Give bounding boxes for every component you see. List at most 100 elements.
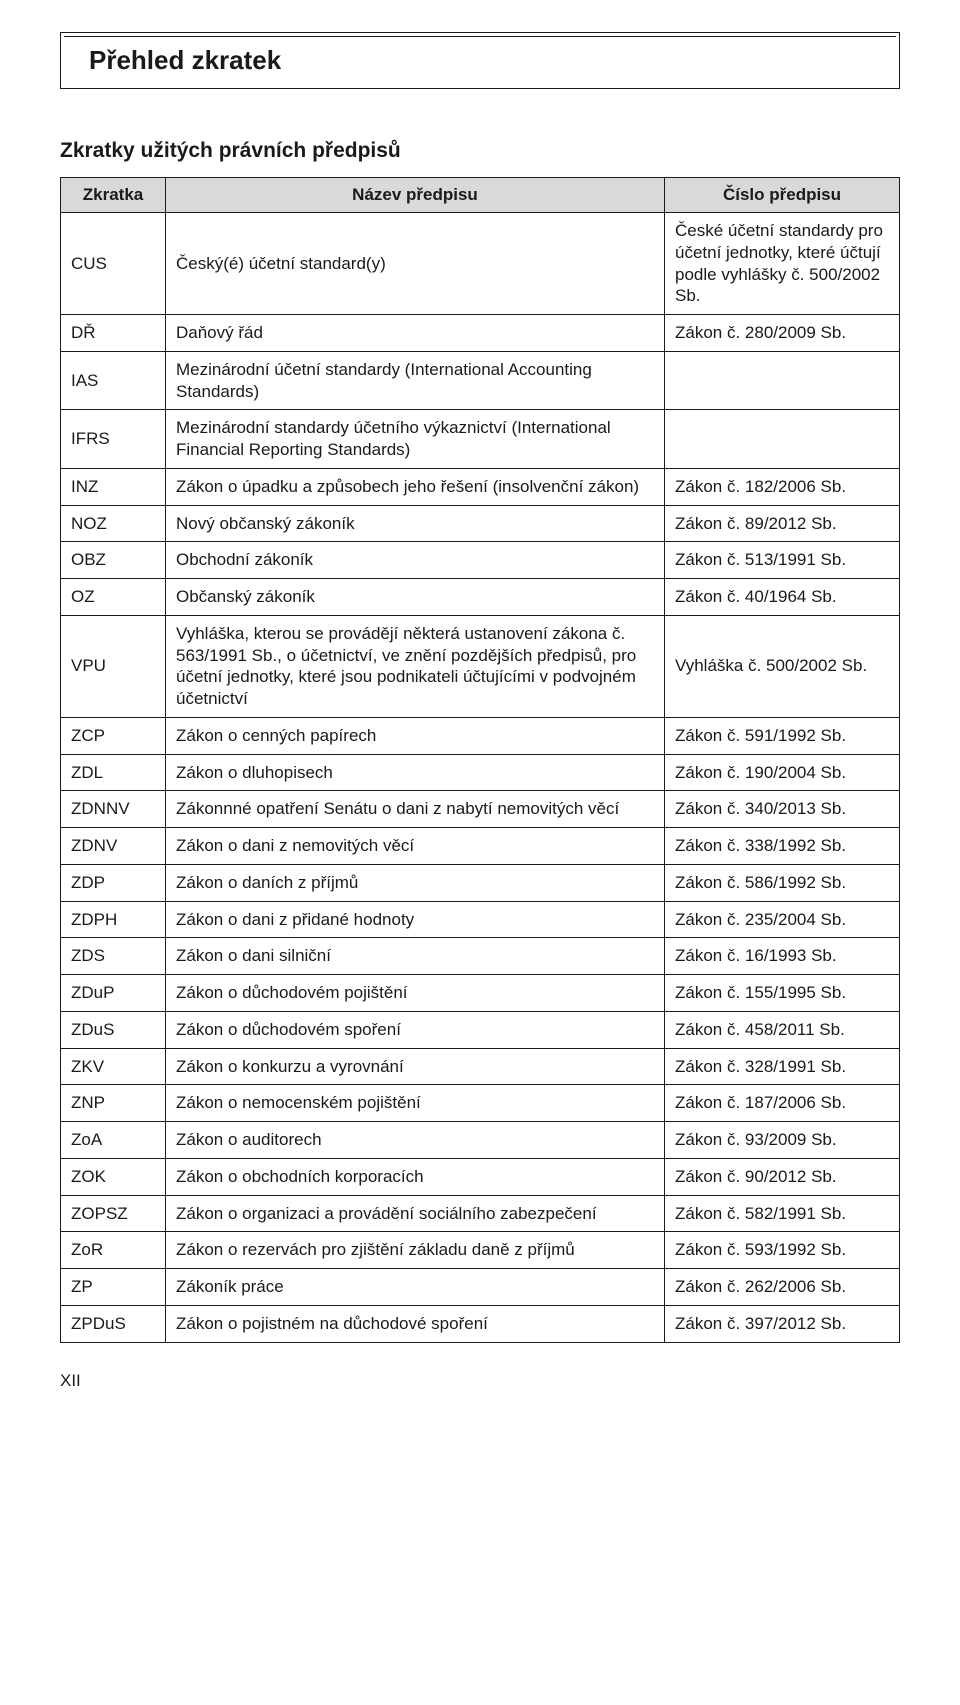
table-row: ZCPZákon o cenných papírechZákon č. 591/… xyxy=(61,717,900,754)
cell-abbr: NOZ xyxy=(61,505,166,542)
table-row: ZoAZákon o auditorechZákon č. 93/2009 Sb… xyxy=(61,1122,900,1159)
page-title: Přehled zkratek xyxy=(89,45,281,75)
cell-abbr: ZDPH xyxy=(61,901,166,938)
cell-num: Zákon č. 458/2011 Sb. xyxy=(665,1011,900,1048)
cell-abbr: ZPDuS xyxy=(61,1305,166,1342)
table-row: ZOPSZZákon o organizaci a provádění soci… xyxy=(61,1195,900,1232)
table-row: ZKVZákon o konkurzu a vyrovnáníZákon č. … xyxy=(61,1048,900,1085)
table-row: ZDSZákon o dani silničníZákon č. 16/1993… xyxy=(61,938,900,975)
cell-abbr: ZDuS xyxy=(61,1011,166,1048)
cell-name: Zákon o daních z příjmů xyxy=(166,864,665,901)
cell-name: Mezinárodní standardy účetního výkaznict… xyxy=(166,410,665,469)
table-row: INZZákon o úpadku a způsobech jeho řešen… xyxy=(61,468,900,505)
cell-name: Daňový řád xyxy=(166,315,665,352)
cell-abbr: ZDS xyxy=(61,938,166,975)
table-row: DŘDaňový řádZákon č. 280/2009 Sb. xyxy=(61,315,900,352)
table-row: ZNPZákon o nemocenském pojištěníZákon č.… xyxy=(61,1085,900,1122)
table-row: ZDuPZákon o důchodovém pojištěníZákon č.… xyxy=(61,975,900,1012)
table-row: IASMezinárodní účetní standardy (Interna… xyxy=(61,351,900,410)
cell-abbr: ZDP xyxy=(61,864,166,901)
table-row: OZObčanský zákoníkZákon č. 40/1964 Sb. xyxy=(61,579,900,616)
cell-name: Občanský zákoník xyxy=(166,579,665,616)
cell-abbr: OZ xyxy=(61,579,166,616)
cell-abbr: ZDuP xyxy=(61,975,166,1012)
cell-num: Zákon č. 593/1992 Sb. xyxy=(665,1232,900,1269)
table-row: OBZObchodní zákoníkZákon č. 513/1991 Sb. xyxy=(61,542,900,579)
table-row: ZPZákoník práceZákon č. 262/2006 Sb. xyxy=(61,1269,900,1306)
cell-num: Zákon č. 513/1991 Sb. xyxy=(665,542,900,579)
cell-num: Vyhláška č. 500/2002 Sb. xyxy=(665,615,900,717)
table-header-row: Zkratka Název předpisu Číslo předpisu xyxy=(61,178,900,213)
cell-num: Zákon č. 93/2009 Sb. xyxy=(665,1122,900,1159)
col-head-num: Číslo předpisu xyxy=(665,178,900,213)
cell-name: Zákon o důchodovém pojištění xyxy=(166,975,665,1012)
cell-name: Zákon o auditorech xyxy=(166,1122,665,1159)
cell-num: Zákon č. 187/2006 Sb. xyxy=(665,1085,900,1122)
cell-num: Zákon č. 280/2009 Sb. xyxy=(665,315,900,352)
cell-abbr: ZOK xyxy=(61,1158,166,1195)
cell-name: Zákon o dani silniční xyxy=(166,938,665,975)
cell-num xyxy=(665,410,900,469)
cell-abbr: ZP xyxy=(61,1269,166,1306)
table-row: IFRSMezinárodní standardy účetního výkaz… xyxy=(61,410,900,469)
cell-abbr: ZKV xyxy=(61,1048,166,1085)
table-row: ZDNVZákon o dani z nemovitých věcíZákon … xyxy=(61,828,900,865)
table-row: ZDPZákon o daních z příjmůZákon č. 586/1… xyxy=(61,864,900,901)
cell-num: Zákon č. 182/2006 Sb. xyxy=(665,468,900,505)
section-subtitle: Zkratky užitých právních předpisů xyxy=(60,139,900,163)
cell-abbr: IFRS xyxy=(61,410,166,469)
table-row: ZDNNVZákonnné opatření Senátu o dani z n… xyxy=(61,791,900,828)
cell-num: Zákon č. 235/2004 Sb. xyxy=(665,901,900,938)
cell-num: Zákon č. 90/2012 Sb. xyxy=(665,1158,900,1195)
table-row: ZDPHZákon o dani z přidané hodnotyZákon … xyxy=(61,901,900,938)
table-row: ZDuSZákon o důchodovém spořeníZákon č. 4… xyxy=(61,1011,900,1048)
cell-num: Zákon č. 591/1992 Sb. xyxy=(665,717,900,754)
cell-name: Český(é) účetní standard(y) xyxy=(166,213,665,315)
cell-name: Zákon o nemocenském pojištění xyxy=(166,1085,665,1122)
abbreviations-table: Zkratka Název předpisu Číslo předpisu CU… xyxy=(60,177,900,1343)
table-row: ZDLZákon o dluhopisechZákon č. 190/2004 … xyxy=(61,754,900,791)
cell-name: Zákon o dluhopisech xyxy=(166,754,665,791)
cell-abbr: OBZ xyxy=(61,542,166,579)
cell-abbr: IAS xyxy=(61,351,166,410)
cell-num: Zákon č. 262/2006 Sb. xyxy=(665,1269,900,1306)
cell-abbr: DŘ xyxy=(61,315,166,352)
cell-name: Zákon o obchodních korporacích xyxy=(166,1158,665,1195)
cell-num: Zákon č. 328/1991 Sb. xyxy=(665,1048,900,1085)
cell-name: Zákon o cenných papírech xyxy=(166,717,665,754)
table-row: CUSČeský(é) účetní standard(y)České účet… xyxy=(61,213,900,315)
table-row: NOZNový občanský zákoníkZákon č. 89/2012… xyxy=(61,505,900,542)
cell-name: Zákonnné opatření Senátu o dani z nabytí… xyxy=(166,791,665,828)
cell-num: Zákon č. 16/1993 Sb. xyxy=(665,938,900,975)
cell-num: České účetní standardy pro účetní jednot… xyxy=(665,213,900,315)
cell-abbr: ZCP xyxy=(61,717,166,754)
cell-name: Mezinárodní účetní standardy (Internatio… xyxy=(166,351,665,410)
cell-name: Zákon o rezervách pro zjištění základu d… xyxy=(166,1232,665,1269)
cell-abbr: ZNP xyxy=(61,1085,166,1122)
cell-name: Zákon o organizaci a provádění sociálníh… xyxy=(166,1195,665,1232)
cell-name: Zákon o důchodovém spoření xyxy=(166,1011,665,1048)
cell-abbr: ZoA xyxy=(61,1122,166,1159)
cell-num: Zákon č. 586/1992 Sb. xyxy=(665,864,900,901)
table-row: ZoRZákon o rezervách pro zjištění základ… xyxy=(61,1232,900,1269)
table-row: ZOKZákon o obchodních korporacíchZákon č… xyxy=(61,1158,900,1195)
cell-num: Zákon č. 190/2004 Sb. xyxy=(665,754,900,791)
cell-abbr: CUS xyxy=(61,213,166,315)
table-row: VPUVyhláška, kterou se provádějí některá… xyxy=(61,615,900,717)
cell-abbr: VPU xyxy=(61,615,166,717)
cell-abbr: ZOPSZ xyxy=(61,1195,166,1232)
page-number: XII xyxy=(60,1371,900,1391)
cell-name: Zákoník práce xyxy=(166,1269,665,1306)
col-head-name: Název předpisu xyxy=(166,178,665,213)
cell-num: Zákon č. 340/2013 Sb. xyxy=(665,791,900,828)
col-head-abbr: Zkratka xyxy=(61,178,166,213)
cell-name: Zákon o konkurzu a vyrovnání xyxy=(166,1048,665,1085)
cell-num: Zákon č. 155/1995 Sb. xyxy=(665,975,900,1012)
page-title-box: Přehled zkratek xyxy=(60,32,900,89)
cell-abbr: ZDNV xyxy=(61,828,166,865)
cell-num: Zákon č. 397/2012 Sb. xyxy=(665,1305,900,1342)
cell-name: Vyhláška, kterou se provádějí některá us… xyxy=(166,615,665,717)
table-row: ZPDuSZákon o pojistném na důchodové spoř… xyxy=(61,1305,900,1342)
cell-abbr: INZ xyxy=(61,468,166,505)
cell-num: Zákon č. 40/1964 Sb. xyxy=(665,579,900,616)
